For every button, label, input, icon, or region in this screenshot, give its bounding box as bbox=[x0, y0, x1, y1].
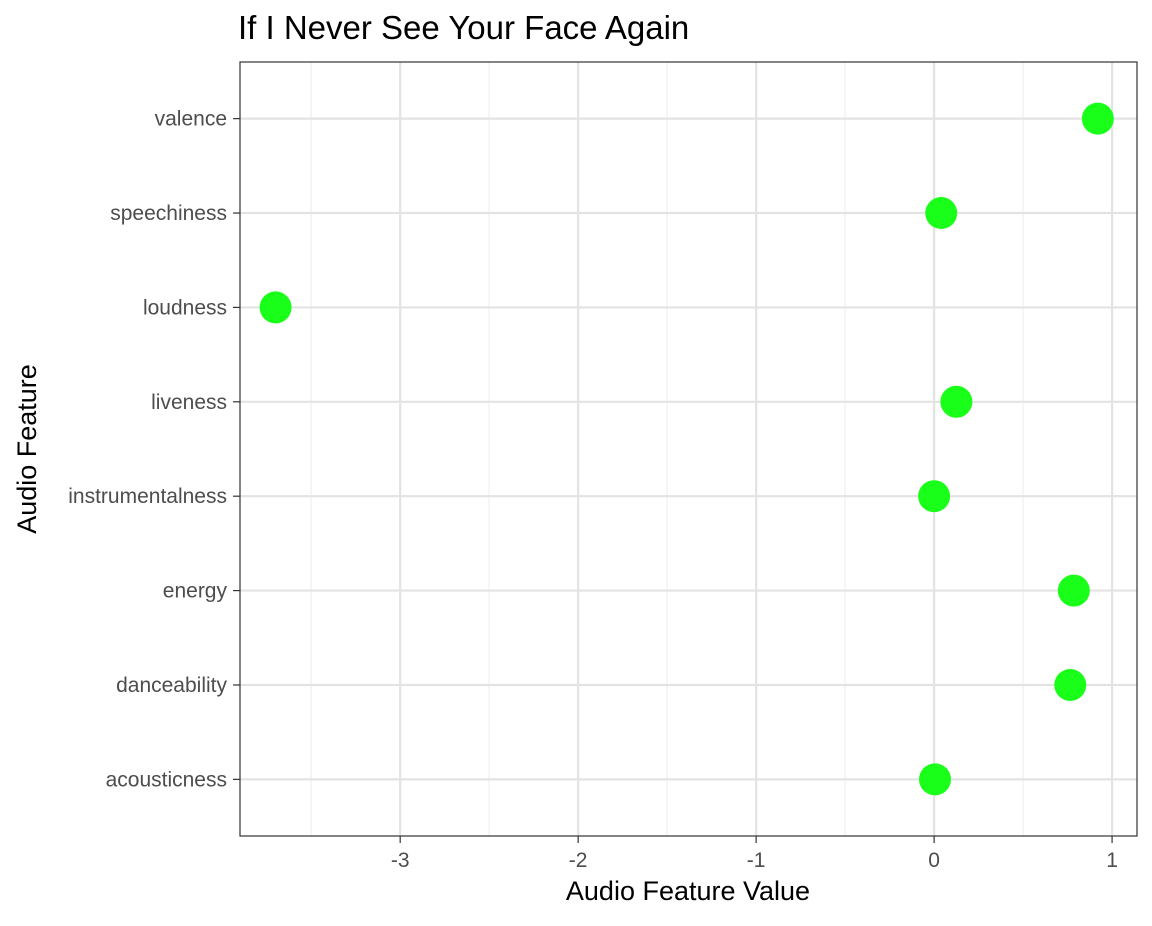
data-point-acousticness bbox=[918, 763, 951, 796]
y-axis: acousticness danceability energy instrument… bbox=[68, 108, 240, 791]
plot-panel-border bbox=[239, 61, 1138, 837]
data-point-danceability bbox=[1054, 668, 1087, 701]
y-tick-label: loudness bbox=[143, 296, 227, 319]
data-point-speechiness bbox=[925, 197, 958, 230]
data-point-valence bbox=[1081, 102, 1114, 135]
x-axis: -3 -2 -1 0 1 bbox=[391, 836, 1118, 872]
x-axis-title: Audio Feature Value bbox=[566, 876, 810, 906]
y-tick-label: danceability bbox=[116, 674, 227, 697]
y-axis-title: Audio Feature bbox=[12, 364, 42, 534]
data-point-energy bbox=[1057, 574, 1090, 607]
x-tick-label: 1 bbox=[1106, 849, 1118, 872]
x-tick-label: -3 bbox=[391, 849, 410, 872]
y-tick-label: instrumentalness bbox=[68, 485, 227, 508]
x-tick-label: -1 bbox=[747, 849, 766, 872]
y-tick-label: liveness bbox=[151, 391, 227, 414]
y-tick-label: acousticness bbox=[106, 768, 227, 791]
y-tick-label: speechiness bbox=[110, 202, 227, 225]
data-point-instrumentalness bbox=[918, 480, 951, 513]
chart-title: If I Never See Your Face Again bbox=[238, 9, 689, 46]
x-tick-label: -2 bbox=[569, 849, 588, 872]
data-points bbox=[259, 102, 1114, 796]
data-point-loudness bbox=[259, 291, 292, 324]
y-tick-label: energy bbox=[163, 580, 228, 603]
y-tick-label: valence bbox=[155, 108, 227, 131]
data-point-liveness bbox=[940, 385, 973, 418]
grid bbox=[240, 62, 1137, 836]
x-tick-label: 0 bbox=[928, 849, 940, 872]
